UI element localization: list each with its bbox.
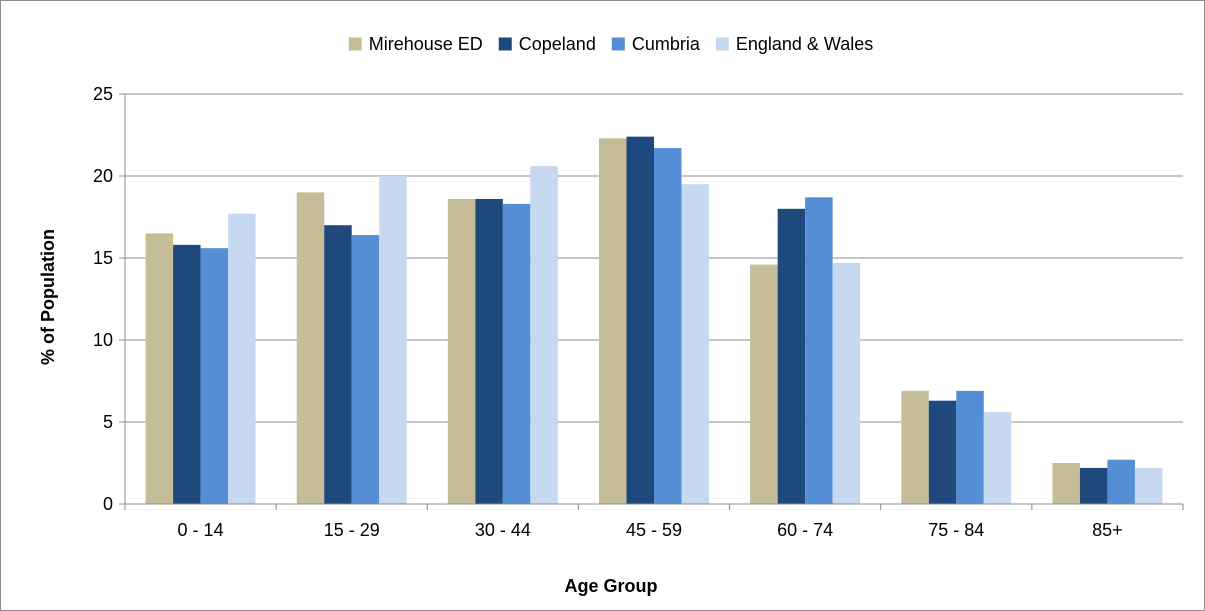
- bar: [502, 203, 531, 504]
- x-tick-labels: 0 - 14 15 - 29 30 - 44 45 - 59 60 - 74 75 - 8…: [178, 520, 1123, 540]
- bar: [351, 235, 380, 505]
- y-tick-label: 5: [103, 412, 113, 432]
- y-tick-label: 20: [93, 166, 113, 186]
- bar: [324, 225, 352, 504]
- bar: [805, 197, 833, 504]
- bar: [228, 213, 256, 504]
- bars: [145, 136, 1163, 505]
- legend-label: Cumbria: [632, 34, 701, 54]
- x-tick-label: 75 - 84: [928, 520, 984, 540]
- bar: [983, 412, 1012, 504]
- x-tick-label: 15 - 29: [324, 520, 380, 540]
- legend-item: England & Wales: [715, 34, 873, 54]
- bar: [599, 138, 627, 504]
- x-tick-label: 0 - 14: [178, 520, 224, 540]
- x-tick-label: 30 - 44: [475, 520, 531, 540]
- legend-label: Copeland: [519, 34, 596, 54]
- bar: [475, 198, 503, 504]
- x-tick-label: 60 - 74: [777, 520, 833, 540]
- x-axis-title: Age Group: [565, 576, 658, 596]
- legend: Mirehouse ED Copeland Cumbria England & Wal…: [348, 34, 873, 54]
- legend-label: England & Wales: [736, 34, 873, 54]
- bar: [750, 264, 778, 504]
- y-tick-label: 10: [93, 330, 113, 350]
- legend-swatch: [348, 37, 362, 51]
- bar: [901, 390, 929, 504]
- y-tick-labels: 0 5 10 15 20 25: [93, 84, 113, 514]
- x-tick-label: 85+: [1092, 520, 1123, 540]
- bar: [1107, 459, 1135, 504]
- bar: [654, 148, 682, 504]
- x-tick-label: 45 - 59: [626, 520, 682, 540]
- legend-item: Mirehouse ED: [348, 34, 483, 54]
- y-tick-label: 0: [103, 494, 113, 514]
- bar: [832, 262, 861, 504]
- legend-label: Mirehouse ED: [369, 34, 483, 54]
- y-axis-title: % of Population: [38, 229, 58, 365]
- bar: [777, 208, 806, 505]
- legend-swatch: [715, 37, 729, 51]
- bar: [447, 198, 476, 504]
- bar: [681, 184, 709, 504]
- y-tick-label: 25: [93, 84, 113, 104]
- axes: [119, 93, 1184, 510]
- bar: [1134, 467, 1163, 504]
- legend-item: Copeland: [498, 34, 596, 54]
- bar: [145, 233, 174, 504]
- bar: [928, 400, 957, 504]
- legend-item: Cumbria: [611, 34, 701, 54]
- legend-swatch: [498, 37, 512, 51]
- bar: [530, 166, 558, 504]
- legend-swatch: [611, 37, 625, 51]
- bar: [296, 192, 325, 504]
- y-tick-label: 15: [93, 248, 113, 268]
- bar: [626, 136, 654, 504]
- bar: [173, 244, 201, 504]
- bar: [956, 390, 984, 504]
- bar: [200, 248, 229, 504]
- bar: [1052, 463, 1080, 504]
- bar: [379, 176, 407, 504]
- bar: [1079, 467, 1108, 504]
